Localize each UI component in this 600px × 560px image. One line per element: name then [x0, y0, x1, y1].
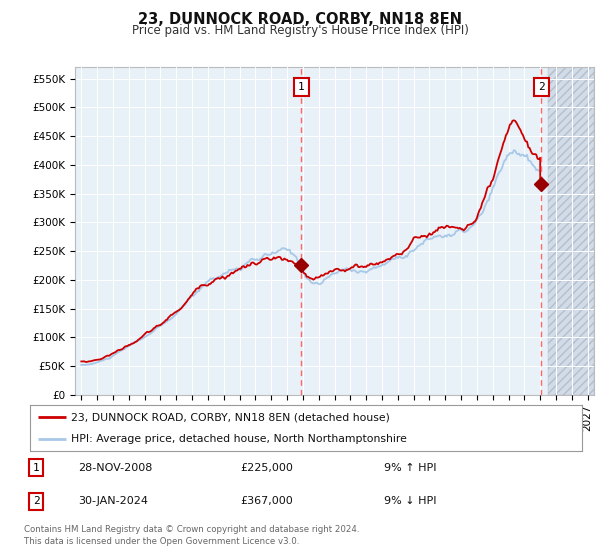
Text: 9% ↑ HPI: 9% ↑ HPI	[384, 463, 437, 473]
Text: 2: 2	[538, 82, 545, 92]
Text: 23, DUNNOCK ROAD, CORBY, NN18 8EN (detached house): 23, DUNNOCK ROAD, CORBY, NN18 8EN (detac…	[71, 412, 390, 422]
Text: £225,000: £225,000	[240, 463, 293, 473]
Text: 30-JAN-2024: 30-JAN-2024	[78, 496, 148, 506]
Bar	[548, 67, 594, 395]
Text: Price paid vs. HM Land Registry's House Price Index (HPI): Price paid vs. HM Land Registry's House …	[131, 24, 469, 37]
Text: Contains HM Land Registry data © Crown copyright and database right 2024.
This d: Contains HM Land Registry data © Crown c…	[24, 525, 359, 546]
Text: 1: 1	[32, 463, 40, 473]
Text: 9% ↓ HPI: 9% ↓ HPI	[384, 496, 437, 506]
Text: HPI: Average price, detached house, North Northamptonshire: HPI: Average price, detached house, Nort…	[71, 435, 407, 444]
Text: 2: 2	[32, 496, 40, 506]
Text: 28-NOV-2008: 28-NOV-2008	[78, 463, 152, 473]
Text: £367,000: £367,000	[240, 496, 293, 506]
Text: 23, DUNNOCK ROAD, CORBY, NN18 8EN: 23, DUNNOCK ROAD, CORBY, NN18 8EN	[138, 12, 462, 27]
Text: 1: 1	[298, 82, 305, 92]
